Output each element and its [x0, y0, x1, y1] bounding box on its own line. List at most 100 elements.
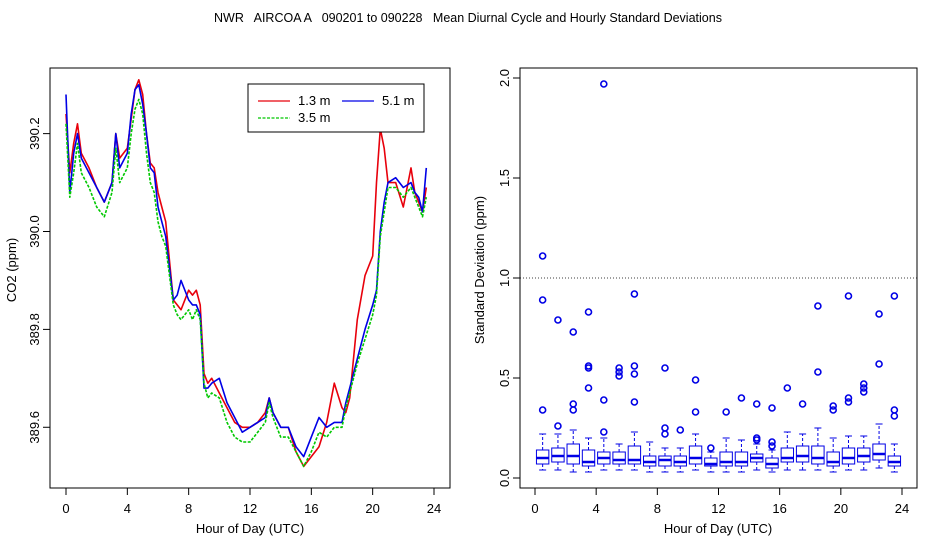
outlier-point — [584, 308, 593, 316]
right-x-axis-label: Hour of Day (UTC) — [664, 521, 772, 536]
box-iqr — [811, 445, 825, 465]
outlier-point — [768, 442, 776, 450]
boxplot — [750, 400, 764, 471]
outlier-point — [615, 364, 623, 372]
outlier-point — [783, 384, 792, 392]
boxplot — [857, 380, 871, 471]
outlier-point — [691, 408, 700, 416]
boxplot — [734, 394, 749, 473]
legend: 1.3 m 5.1 m 3.5 m — [247, 83, 425, 133]
left-y-axis-label: CO2 (ppm) — [4, 238, 19, 302]
outlier-point — [890, 292, 899, 300]
right-y-axis-label: Standard Deviation (ppm) — [472, 196, 487, 344]
left-x-tick-label: 0 — [62, 501, 69, 516]
legend-box — [247, 83, 425, 133]
right-x-tick-label: 0 — [531, 501, 538, 516]
box-iqr — [780, 447, 795, 463]
outlier-point — [538, 406, 547, 414]
outlier-point — [752, 400, 761, 408]
left-series-group — [65, 79, 428, 468]
box-iqr — [688, 445, 703, 465]
right-y-tick-label: 1.5 — [497, 169, 512, 187]
box-iqr — [841, 447, 856, 465]
boxplot — [642, 441, 657, 473]
series-line-3-5-m — [65, 98, 428, 468]
right-y-tick-label: 0.0 — [497, 469, 512, 487]
left-x-tick-label: 4 — [124, 501, 131, 516]
boxplot — [872, 310, 886, 469]
outlier-point — [768, 438, 776, 446]
left-y-tick-label: 389.8 — [27, 313, 42, 346]
right-x-tick-label: 12 — [711, 501, 725, 516]
boxplot-group — [535, 80, 902, 473]
boxplot — [566, 328, 580, 473]
left-x-axis-label: Hour of Day (UTC) — [196, 521, 304, 536]
box-iqr — [719, 451, 733, 467]
outlier-point — [554, 422, 562, 430]
left-x-tick-label: 16 — [304, 501, 318, 516]
figure-title: NWR AIRCOA A 090201 to 090228 Mean Diurn… — [214, 11, 722, 25]
outlier-point — [844, 394, 853, 402]
outlier-point — [691, 376, 700, 384]
outlier-point — [814, 368, 822, 376]
outlier-point — [615, 372, 623, 380]
series-line-1-3-m — [65, 79, 428, 468]
boxplot — [795, 400, 810, 471]
box-iqr — [566, 443, 580, 465]
outlier-point — [600, 80, 608, 88]
box-iqr — [612, 451, 626, 465]
outlier-point — [569, 400, 578, 408]
right-x-tick-label: 8 — [654, 501, 661, 516]
outlier-point — [707, 444, 715, 452]
right-x-tick-label: 24 — [895, 501, 909, 516]
outlier-point — [722, 408, 730, 416]
right-y-axis: 0.0 0.5 1.0 1.5 2.0 — [497, 69, 521, 487]
boxplot — [811, 302, 825, 471]
outlier-point — [600, 396, 608, 404]
outlier-point — [768, 404, 776, 412]
left-x-tick-label: 12 — [243, 501, 257, 516]
boxplot — [551, 316, 565, 471]
left-x-tick-label: 24 — [427, 501, 441, 516]
boxplot — [658, 364, 672, 473]
boxplot — [719, 408, 733, 473]
outlier-point — [538, 252, 547, 260]
left-x-tick-label: 8 — [185, 501, 192, 516]
boxplot — [704, 444, 718, 473]
right-y-tick-label: 2.0 — [497, 69, 512, 87]
outlier-point — [752, 434, 761, 442]
left-x-tick-label: 20 — [365, 501, 379, 516]
outlier-point — [661, 364, 669, 372]
outlier-point — [814, 302, 822, 310]
left-y-tick-label: 390.2 — [27, 117, 42, 150]
right-x-tick-label: 16 — [772, 501, 786, 516]
outlier-point — [875, 310, 883, 318]
legend-label-1-3m: 1.3 m — [298, 93, 331, 108]
box-iqr — [627, 445, 642, 465]
right-x-tick-label: 4 — [593, 501, 600, 516]
boxplot — [688, 376, 703, 471]
outlier-point — [630, 398, 639, 406]
left-y-tick-label: 390.0 — [27, 215, 42, 248]
series-line-5-1-m — [65, 83, 428, 458]
outlier-point — [554, 316, 562, 324]
outlier-point — [569, 406, 578, 414]
right-chart: 0 4 8 12 16 20 24 0.0 0.5 1.0 1.5 2.0 Hour of Day … — [472, 67, 918, 536]
legend-label-3-5m: 3.5 m — [298, 110, 331, 125]
boxplot — [673, 426, 687, 473]
box-iqr — [734, 451, 749, 467]
left-y-axis: 389.6 389.8 390.0 390.2 — [27, 117, 51, 444]
outlier-point — [676, 426, 685, 434]
outlier-point — [890, 406, 899, 414]
right-y-tick-label: 0.5 — [497, 369, 512, 387]
outlier-point — [630, 362, 639, 370]
outlier-point — [829, 402, 837, 410]
outlier-point — [875, 360, 883, 368]
boxplot — [612, 364, 626, 471]
outlier-point — [890, 412, 899, 420]
right-x-tick-label: 20 — [834, 501, 848, 516]
boxplot — [826, 402, 840, 473]
outlier-point — [859, 388, 868, 396]
outlier-point — [600, 428, 608, 436]
outlier-point — [844, 398, 853, 406]
